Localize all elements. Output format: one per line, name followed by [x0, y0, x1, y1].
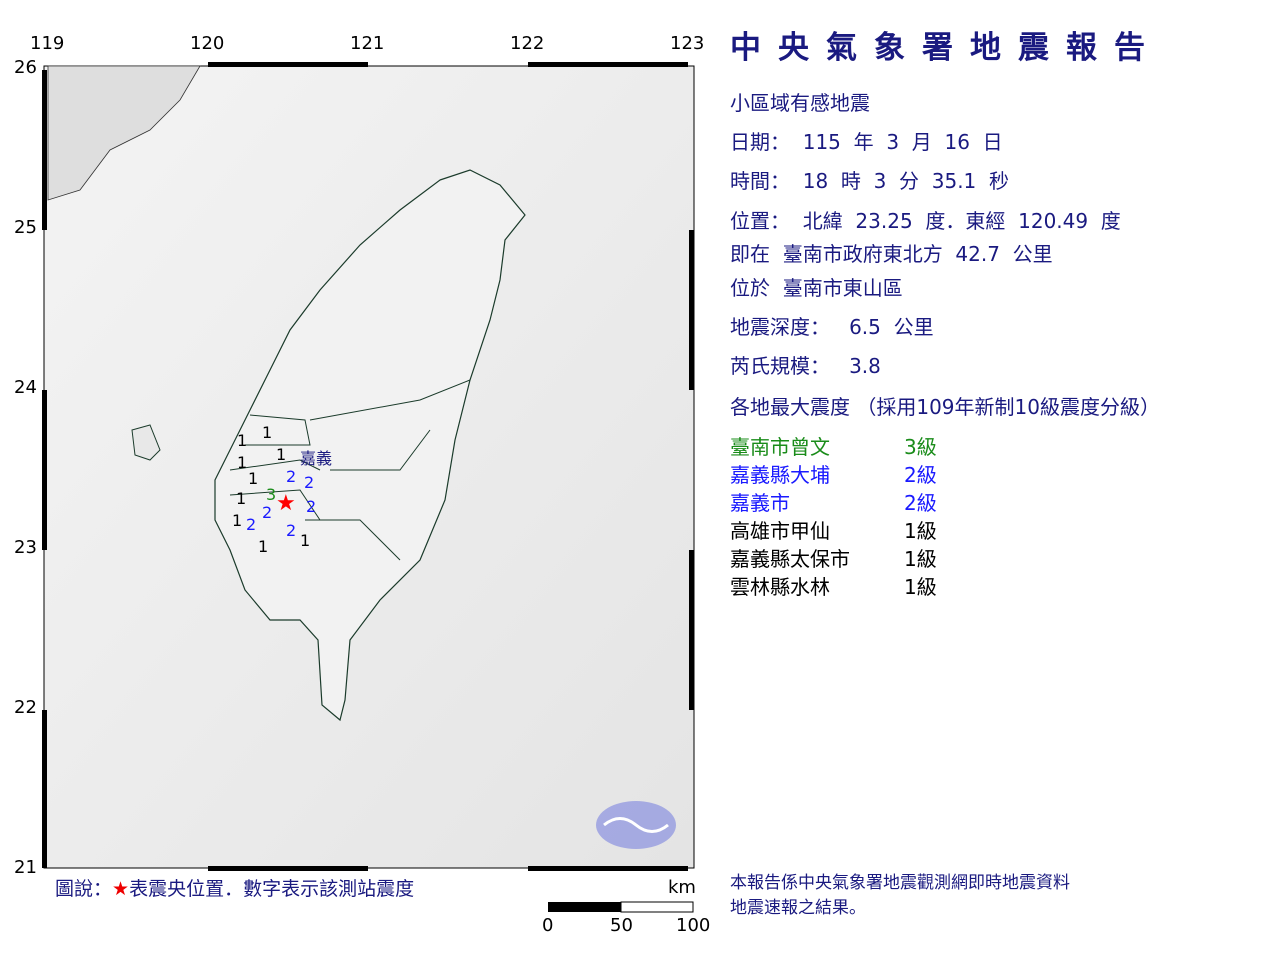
- station-intensity: 1: [237, 453, 248, 472]
- magnitude: 芮氏規模： 3.8: [730, 354, 881, 378]
- intensity-row: 雲林縣水林 1級: [730, 575, 937, 599]
- lon-tick-label: 121: [350, 33, 385, 54]
- intensity-area: 臺南市曾文: [730, 435, 830, 459]
- lat-tick-label: 24: [14, 377, 37, 398]
- intensity-area: 嘉義市: [730, 491, 790, 515]
- time: 時間： 18 時 3 分 35.1 秒: [730, 169, 1009, 193]
- station-intensity: 2: [306, 497, 317, 516]
- station-intensity: 2: [286, 521, 297, 540]
- lon-tick-label: 123: [670, 33, 705, 54]
- taiwan-island: [214, 169, 526, 722]
- report-title: 中央氣象署地震報告: [730, 30, 1162, 66]
- station-intensity: 2: [262, 503, 273, 522]
- station-intensity: 1: [236, 489, 247, 508]
- epicenter-star-icon: ★: [276, 491, 296, 516]
- intensity-area: 高雄市甲仙: [730, 519, 830, 543]
- district: 位於 臺南市東山區: [730, 276, 903, 300]
- intensity-row: 嘉義縣大埔 2級: [730, 463, 937, 487]
- station-intensity: 1: [232, 511, 243, 530]
- lat-tick-label: 25: [14, 217, 37, 238]
- scale-unit: km: [668, 877, 696, 898]
- station-intensity: 1: [237, 431, 248, 450]
- map-legend: 圖說：★表震央位置．數字表示該測站震度: [55, 878, 414, 900]
- intensity-level: 2級: [904, 463, 937, 487]
- intensity-area: 雲林縣水林: [730, 575, 830, 599]
- intensity-header: 各地最大震度 （採用109年新制10級震度分級）: [730, 395, 1160, 419]
- station-intensity: 1: [248, 469, 259, 488]
- frame-ticks: [42, 62, 694, 871]
- station-intensity: 3: [266, 485, 277, 504]
- station-intensity: 1: [262, 423, 273, 442]
- location: 位置： 北緯 23.25 度．東經 120.49 度: [730, 209, 1121, 233]
- footer-line-1: 本報告係中央氣象署地震觀測網即時地震資料: [730, 873, 1070, 893]
- lat-tick-label: 26: [14, 57, 37, 78]
- lon-tick-label: 122: [510, 33, 545, 54]
- penghu-islands: [131, 424, 161, 461]
- lon-tick-label: 119: [30, 33, 65, 54]
- station-intensity: 2: [246, 515, 257, 534]
- intensity-area: 嘉義縣大埔: [730, 463, 830, 487]
- station-intensity: 1: [258, 537, 269, 556]
- lat-tick-label: 22: [14, 697, 37, 718]
- intensity-row: 臺南市曾文 3級: [730, 435, 937, 459]
- station-intensity: 2: [304, 473, 315, 492]
- intensity-row: 高雄市甲仙 1級: [730, 519, 937, 543]
- intensity-row: 嘉義縣太保市 1級: [730, 547, 937, 571]
- scale-label-50: 50: [610, 915, 633, 936]
- intensity-level: 1級: [904, 575, 937, 599]
- intensity-level: 1級: [904, 547, 937, 571]
- intensity-level: 3級: [904, 435, 937, 459]
- lon-tick-label: 120: [190, 33, 225, 54]
- county-borders: [229, 379, 471, 561]
- station-intensity: 1: [276, 445, 287, 464]
- china-coast: [47, 65, 201, 201]
- star-icon: ★: [112, 878, 130, 900]
- intensity-row: 嘉義市 2級: [730, 491, 937, 515]
- intensity-level: 1級: [904, 519, 937, 543]
- intensity-level: 2級: [904, 491, 937, 515]
- legend-text: 表震央位置．數字表示該測站震度: [129, 878, 415, 900]
- footer-line-2: 地震速報之結果。: [730, 898, 866, 918]
- quake-type: 小區域有感地震: [730, 91, 870, 115]
- lat-tick-label: 23: [14, 537, 37, 558]
- place-label-chiayi: 嘉義: [300, 449, 333, 468]
- scale-label-0: 0: [542, 915, 554, 936]
- lat-tick-label: 21: [14, 857, 37, 878]
- depth: 地震深度： 6.5 公里: [730, 315, 934, 339]
- station-intensity: 2: [286, 467, 297, 486]
- legend-prefix: 圖說：: [55, 878, 113, 900]
- intensity-area: 嘉義縣太保市: [730, 547, 850, 571]
- date: 日期： 115 年 3 月 16 日: [730, 130, 1003, 154]
- station-intensity: 1: [300, 531, 311, 550]
- scale-bar: [548, 901, 694, 913]
- scale-label-100: 100: [676, 915, 711, 936]
- cwa-logo: [596, 801, 676, 849]
- relative-location: 即在 臺南市政府東北方 42.7 公里: [730, 242, 1053, 266]
